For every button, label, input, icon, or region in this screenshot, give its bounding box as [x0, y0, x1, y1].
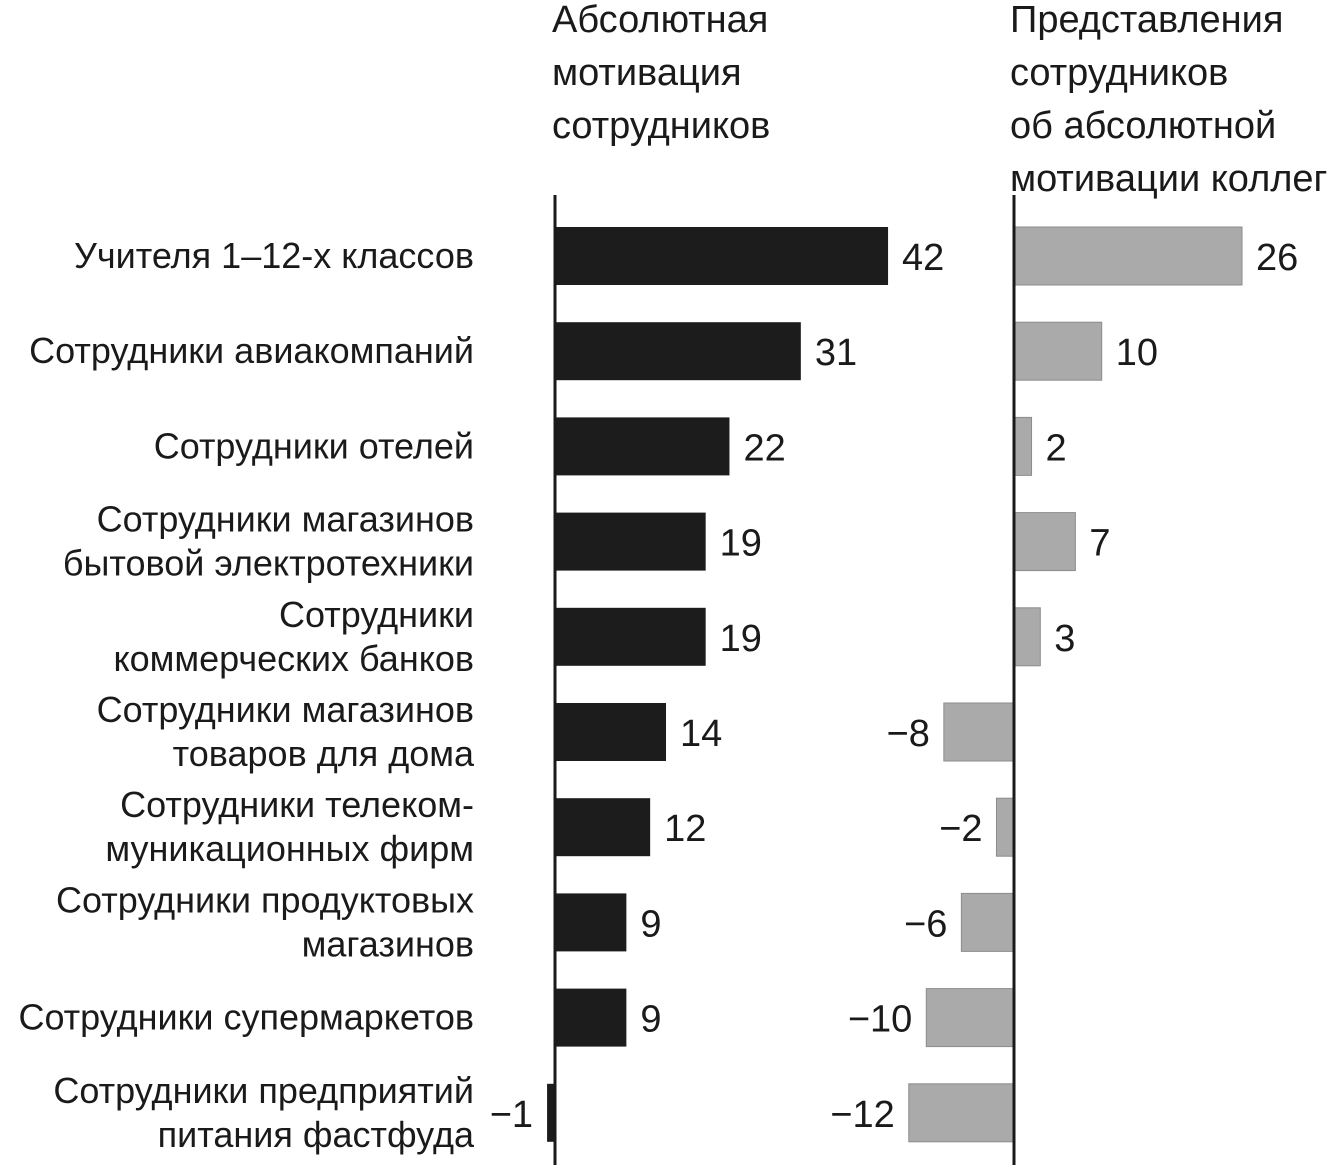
perc-value-label: −2	[939, 808, 982, 850]
category-label: товаров для дома	[173, 733, 475, 774]
category-label: Сотрудники авиакомпаний	[29, 330, 474, 371]
abs-bar	[555, 893, 627, 952]
perc-value-label: 7	[1089, 523, 1110, 565]
perc-bar	[1013, 226, 1243, 286]
abs-value-label: 9	[640, 999, 661, 1041]
perc-value-label: −8	[887, 713, 930, 755]
panel-2-title-line: мотивации коллег	[1010, 158, 1327, 200]
category-label: Сотрудники	[279, 594, 474, 635]
abs-bar	[555, 607, 706, 666]
category-label: Сотрудники магазинов	[97, 689, 474, 730]
category-label: Сотрудники продуктовых	[56, 879, 474, 920]
panel-2-title-line: об абсолютной	[1010, 105, 1276, 147]
abs-bar	[555, 703, 667, 761]
category-label: Сотрудники магазинов	[97, 499, 474, 540]
abs-value-label: −1	[490, 1094, 533, 1136]
abs-bar	[555, 798, 651, 857]
panel-1-title-line: мотивация	[552, 52, 742, 94]
abs-bar	[547, 1083, 555, 1142]
category-label: Учителя 1–12-х классов	[74, 235, 474, 276]
perc-value-label: 3	[1054, 618, 1075, 660]
perc-bar	[995, 797, 1015, 857]
category-label: муникационных фирм	[105, 828, 474, 869]
category-label: бытовой электротехники	[63, 543, 474, 584]
category-label: Сотрудники предприятий	[53, 1070, 474, 1111]
panel-2-title-line: Представления	[1010, 0, 1283, 41]
perc-value-label: 26	[1256, 237, 1298, 279]
panel-absolute-motivation: 42 31 22 19 19 14 12 9 9 −1	[490, 195, 944, 1165]
perc-bar	[1013, 607, 1041, 667]
perc-bar	[908, 1083, 1015, 1143]
abs-bar	[555, 512, 706, 571]
perc-bar	[943, 702, 1015, 762]
abs-value-label: 14	[680, 713, 722, 755]
category-label: Сотрудники отелей	[154, 425, 474, 466]
panel-1-title-line: сотрудников	[552, 105, 770, 147]
perc-bar	[960, 892, 1015, 952]
perc-bar	[1013, 512, 1076, 572]
abs-value-label: 31	[815, 332, 857, 374]
perc-value-label: −6	[904, 903, 947, 945]
category-label: Сотрудники супермаркетов	[18, 997, 474, 1038]
panel-perceived-motivation: 26 10 2 7 3 −8 −2 −6 −10 −12	[830, 195, 1298, 1165]
panel-1-title-line: Абсолютная	[552, 0, 768, 41]
panel-2-title-line: сотрудников	[1010, 52, 1228, 94]
category-labels: Учителя 1–12-х классов Сотрудники авиаком…	[18, 235, 475, 1155]
perc-bar	[925, 988, 1015, 1048]
abs-value-label: 42	[902, 237, 944, 279]
category-label: Сотрудники телеком-	[120, 784, 474, 825]
category-label: магазинов	[302, 923, 474, 964]
perc-value-label: 2	[1046, 427, 1067, 469]
perc-value-label: −12	[830, 1094, 894, 1136]
abs-bar	[555, 227, 889, 285]
perc-bar	[1013, 416, 1033, 476]
abs-bar	[555, 417, 730, 476]
abs-value-label: 19	[720, 523, 762, 565]
abs-value-label: 12	[664, 808, 706, 850]
abs-bar	[555, 322, 801, 381]
abs-value-label: 19	[720, 618, 762, 660]
abs-value-label: 9	[640, 903, 661, 945]
abs-value-label: 22	[743, 427, 785, 469]
perc-value-label: 10	[1116, 332, 1158, 374]
category-label: коммерческих банков	[113, 638, 474, 679]
perc-value-label: −10	[848, 999, 912, 1041]
abs-bar	[555, 988, 627, 1047]
category-label: питания фастфуда	[158, 1114, 475, 1155]
perc-bar	[1013, 321, 1103, 381]
chart-headers: Абсолютная мотивация сотрудников Представле…	[552, 0, 1327, 200]
